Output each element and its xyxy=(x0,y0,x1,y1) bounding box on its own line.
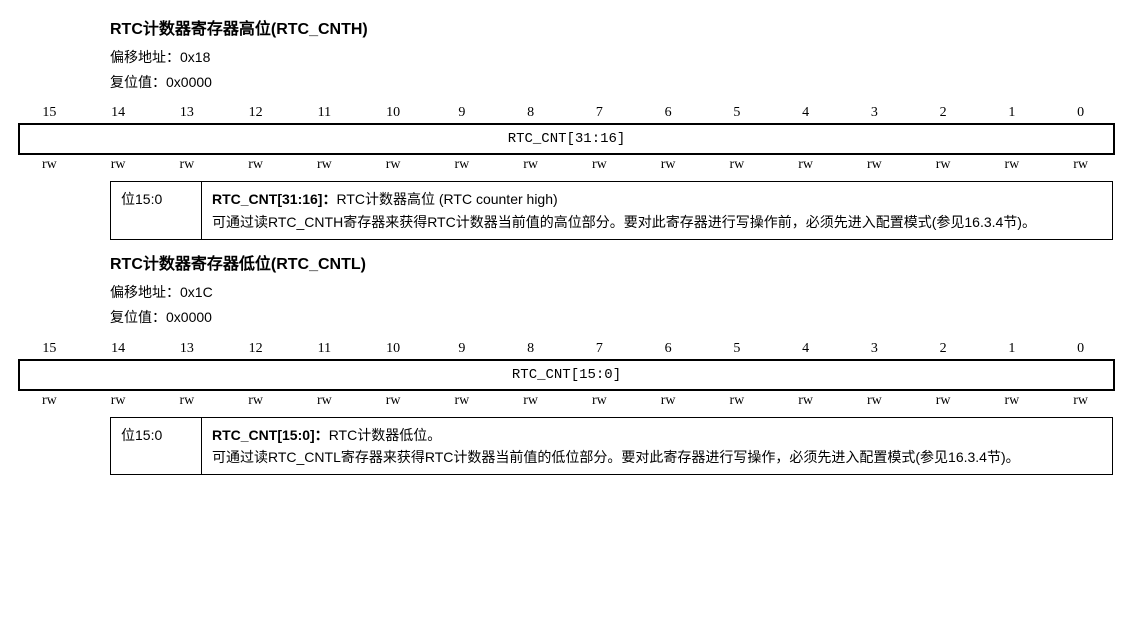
field-name-cntl: RTC_CNT[15:0] xyxy=(18,359,1115,391)
bit-number: 9 xyxy=(428,339,497,359)
rw-cell: rw xyxy=(15,391,84,411)
desc-bits: 位15:0 xyxy=(111,417,202,475)
rw-cell: rw xyxy=(634,391,703,411)
rw-cell: rw xyxy=(153,391,222,411)
rw-cell: rw xyxy=(496,391,565,411)
bit-number: 10 xyxy=(359,339,428,359)
bit-number: 5 xyxy=(703,339,772,359)
desc-field-rest: RTC计数器高位 (RTC counter high) xyxy=(336,191,557,207)
rw-cell: rw xyxy=(703,391,772,411)
rw-row: rwrwrwrwrwrwrwrwrwrwrwrwrwrwrwrw xyxy=(15,155,1115,175)
rw-cell: rw xyxy=(290,391,359,411)
bit-number: 12 xyxy=(221,339,290,359)
rw-cell: rw xyxy=(978,155,1047,175)
bit-number: 14 xyxy=(84,339,153,359)
desc-content: RTC_CNT[31:16]：RTC计数器高位 (RTC counter hig… xyxy=(202,182,1113,240)
rw-cell: rw xyxy=(978,391,1047,411)
offset-value: 0x18 xyxy=(180,49,210,65)
offset-value: 0x1C xyxy=(180,284,213,300)
rw-cell: rw xyxy=(359,391,428,411)
offset-label: 偏移地址： xyxy=(110,49,180,65)
rw-cell: rw xyxy=(771,155,840,175)
rw-cell: rw xyxy=(703,155,772,175)
reset-value: 0x0000 xyxy=(166,309,212,325)
rw-cell: rw xyxy=(909,391,978,411)
bit-number: 15 xyxy=(15,339,84,359)
bit-number: 7 xyxy=(565,339,634,359)
bit-number: 0 xyxy=(1046,103,1115,123)
bit-number: 3 xyxy=(840,103,909,123)
bit-number: 4 xyxy=(771,103,840,123)
bit-number: 9 xyxy=(428,103,497,123)
bit-number: 12 xyxy=(221,103,290,123)
bit-number: 13 xyxy=(153,339,222,359)
bit-number: 1 xyxy=(978,339,1047,359)
register-title-cnth: RTC计数器寄存器高位(RTC_CNTH) xyxy=(110,15,1132,39)
desc-content: RTC_CNT[15:0]：RTC计数器低位。 可通过读RTC_CNTL寄存器来… xyxy=(202,417,1113,475)
register-title-cntl: RTC计数器寄存器低位(RTC_CNTL) xyxy=(110,250,1132,274)
desc-field-rest: RTC计数器低位。 xyxy=(329,427,442,443)
bit-number: 7 xyxy=(565,103,634,123)
bit-number: 3 xyxy=(840,339,909,359)
field-name-cnth: RTC_CNT[31:16] xyxy=(18,123,1115,155)
bit-number: 0 xyxy=(1046,339,1115,359)
bit-number: 14 xyxy=(84,103,153,123)
desc-bits: 位15:0 xyxy=(111,182,202,240)
bit-number: 11 xyxy=(290,103,359,123)
bit-number: 8 xyxy=(496,103,565,123)
bit-number: 8 xyxy=(496,339,565,359)
bit-number: 10 xyxy=(359,103,428,123)
bit-number: 2 xyxy=(909,103,978,123)
rw-cell: rw xyxy=(496,155,565,175)
bit-numbers-row: 1514131211109876543210 xyxy=(15,339,1115,359)
rw-cell: rw xyxy=(634,155,703,175)
rw-cell: rw xyxy=(359,155,428,175)
bit-numbers-row: 1514131211109876543210 xyxy=(15,103,1115,123)
bit-number: 1 xyxy=(978,103,1047,123)
rw-cell: rw xyxy=(290,155,359,175)
reset-label: 复位值： xyxy=(110,309,166,325)
bit-number: 6 xyxy=(634,339,703,359)
desc-field-title: RTC_CNT[15:0]： xyxy=(212,427,329,443)
rw-cell: rw xyxy=(840,391,909,411)
bit-number: 11 xyxy=(290,339,359,359)
desc-field-title: RTC_CNT[31:16]： xyxy=(212,191,336,207)
bit-number: 2 xyxy=(909,339,978,359)
desc-body: 可通过读RTC_CNTH寄存器来获得RTC计数器当前值的高位部分。要对此寄存器进… xyxy=(212,214,1036,230)
rw-cell: rw xyxy=(428,391,497,411)
rw-cell: rw xyxy=(153,155,222,175)
rw-cell: rw xyxy=(1046,391,1115,411)
bit-number: 5 xyxy=(703,103,772,123)
rw-cell: rw xyxy=(565,155,634,175)
rw-row: rwrwrwrwrwrwrwrwrwrwrwrwrwrwrwrw xyxy=(15,391,1115,411)
bit-number: 4 xyxy=(771,339,840,359)
rw-cell: rw xyxy=(221,391,290,411)
rw-cell: rw xyxy=(771,391,840,411)
reset-label: 复位值： xyxy=(110,74,166,90)
rw-cell: rw xyxy=(428,155,497,175)
rw-cell: rw xyxy=(1046,155,1115,175)
bit-number: 6 xyxy=(634,103,703,123)
desc-body: 可通过读RTC_CNTL寄存器来获得RTC计数器当前值的低位部分。要对此寄存器进… xyxy=(212,449,1020,465)
rw-cell: rw xyxy=(565,391,634,411)
rw-cell: rw xyxy=(221,155,290,175)
rw-cell: rw xyxy=(84,155,153,175)
rw-cell: rw xyxy=(84,391,153,411)
rw-cell: rw xyxy=(909,155,978,175)
rw-cell: rw xyxy=(840,155,909,175)
rw-cell: rw xyxy=(15,155,84,175)
bit-number: 15 xyxy=(15,103,84,123)
bit-number: 13 xyxy=(153,103,222,123)
offset-label: 偏移地址： xyxy=(110,284,180,300)
reset-value: 0x0000 xyxy=(166,74,212,90)
